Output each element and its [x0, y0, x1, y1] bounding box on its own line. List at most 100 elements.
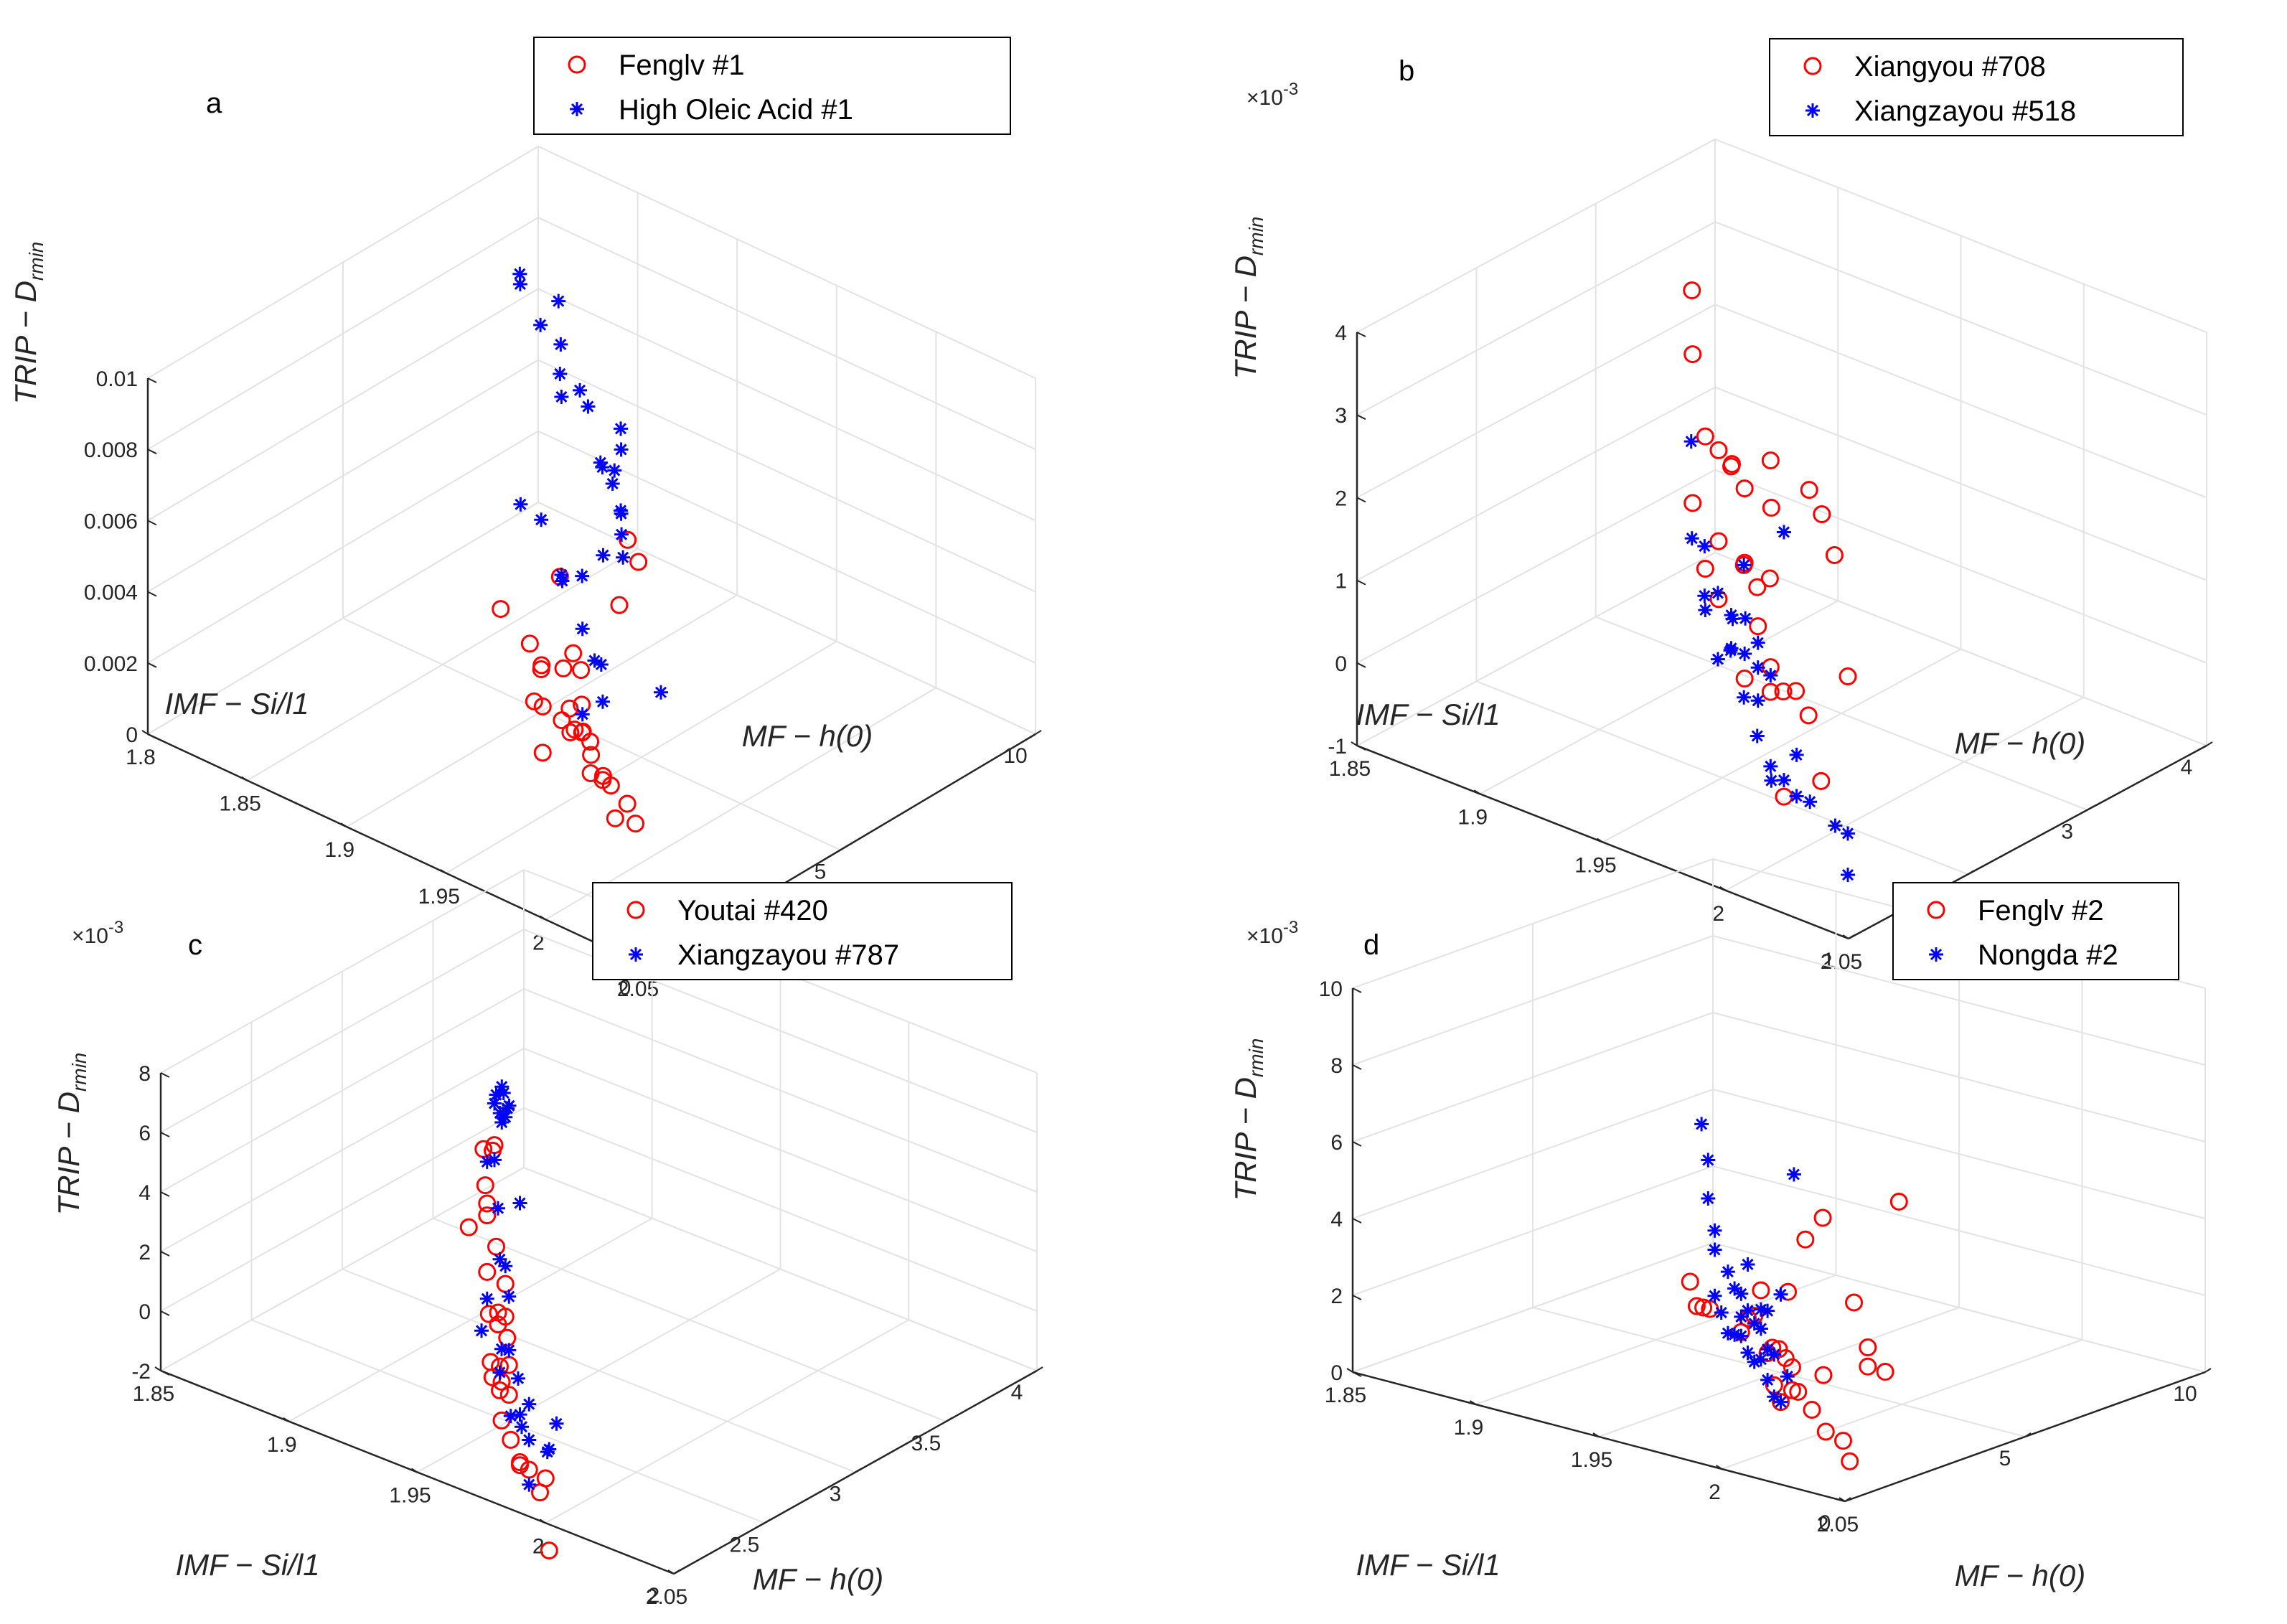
x-tick — [1596, 837, 1604, 843]
data-point-circle — [629, 553, 648, 571]
star-stroke — [488, 1097, 501, 1109]
data-point-circle — [485, 1136, 504, 1155]
star-stroke — [597, 549, 609, 561]
star-stroke — [1790, 748, 1803, 761]
star-stroke — [1699, 590, 1711, 602]
data-point-star — [1707, 1242, 1722, 1257]
z-tick — [147, 733, 157, 739]
data-point-circle — [1762, 499, 1780, 517]
z-axis-label-main: TRIP − D — [9, 281, 42, 404]
grid-line — [342, 1268, 856, 1473]
data-point-circle — [1694, 1298, 1713, 1317]
data-point-circle — [491, 1381, 509, 1399]
data-point-star — [474, 1323, 489, 1338]
exponent-power: -3 — [1283, 80, 1298, 99]
star-stroke — [503, 1099, 515, 1112]
data-point-star — [1753, 1352, 1768, 1367]
grid-a — [147, 146, 1036, 967]
x-tick — [241, 776, 248, 782]
data-point-circle — [1774, 682, 1793, 701]
grid-line — [1352, 1089, 1714, 1219]
data-point-star — [1828, 818, 1843, 833]
star-stroke — [1699, 604, 1711, 616]
data-point-circle — [1749, 617, 1767, 636]
x-tick — [410, 1468, 418, 1473]
data-point-circle — [1783, 1358, 1801, 1376]
grid-line — [160, 929, 525, 1133]
x-tick-label: 2.05 — [646, 1585, 687, 1609]
data-point-circle — [1723, 455, 1742, 474]
data-point-circle — [1859, 1357, 1877, 1376]
z-tick-label: 2 — [1335, 487, 1347, 510]
z-tick-label: 0 — [138, 1300, 151, 1324]
data-point-circle — [511, 1456, 529, 1475]
grid-line — [1356, 552, 1716, 746]
star-stroke — [1765, 774, 1778, 787]
data-point-star — [554, 389, 569, 404]
star-stroke — [1702, 1192, 1714, 1205]
data-point-star — [575, 707, 590, 722]
data-point-star — [573, 382, 588, 398]
data-point-circle — [533, 743, 552, 762]
panel-a: 1.81.851.91.9522.05051000.0020.0040.0060… — [9, 37, 1042, 1001]
data-point-star — [1738, 611, 1753, 626]
data-point-star — [595, 694, 610, 709]
data-point-circle — [1752, 1281, 1770, 1300]
z-tick — [1356, 745, 1366, 751]
star-stroke — [582, 400, 594, 413]
star-stroke — [523, 1434, 535, 1446]
z-exponent: ×10-3 — [1246, 80, 1298, 110]
star-stroke — [1686, 532, 1698, 545]
star-stroke — [1762, 1305, 1774, 1317]
y-tick — [1848, 934, 1855, 939]
data-point-star — [1698, 603, 1713, 618]
grid-line — [523, 988, 1038, 1193]
legend-star-marker — [629, 947, 643, 962]
series-2-d — [1694, 1117, 1801, 1409]
z-tick — [147, 520, 157, 526]
panel-letter: d — [1363, 929, 1379, 961]
data-point-star — [593, 455, 608, 470]
y-tick-label: 2.5 — [730, 1533, 760, 1557]
data-point-star — [1760, 1303, 1775, 1318]
legend-label: Nongda #2 — [1978, 939, 2118, 971]
data-point-circle — [1816, 1422, 1835, 1441]
data-point-star — [1750, 693, 1765, 708]
x-tick-label: 1.95 — [418, 885, 460, 909]
star-stroke — [499, 1111, 512, 1123]
x-tick — [1351, 741, 1358, 746]
grid-line — [1714, 221, 2207, 416]
star-stroke — [1778, 526, 1790, 538]
y-axis-label: IMF − Si/l1 — [1356, 1548, 1500, 1582]
z-tick-label: 6 — [1330, 1131, 1343, 1155]
x-tick — [1473, 789, 1480, 795]
data-point-star — [575, 621, 590, 637]
data-point-circle — [1709, 532, 1728, 550]
star-stroke — [1739, 612, 1752, 624]
z-tick — [1352, 1141, 1362, 1147]
star-stroke — [596, 695, 609, 708]
z-tick-label: 0.006 — [84, 510, 138, 533]
z-tick — [1356, 414, 1366, 421]
z-tick — [160, 1191, 170, 1197]
data-point-circle — [564, 644, 583, 662]
y-tick — [1844, 1497, 1851, 1502]
z-tick — [160, 1370, 170, 1376]
exponent-prefix: ×10 — [1246, 86, 1283, 110]
data-point-star — [1750, 660, 1765, 675]
data-point-star — [522, 1397, 537, 1412]
y-tick-label: 0 — [619, 976, 631, 1000]
data-point-circle — [525, 692, 543, 710]
data-point-star — [1763, 759, 1778, 774]
y-axis-label: IMF − Si/l1 — [175, 1548, 319, 1582]
grid-line — [147, 502, 539, 735]
data-point-star — [1720, 1264, 1735, 1280]
data-point-circle — [561, 723, 580, 742]
data-point-star — [487, 1096, 502, 1111]
grid-line — [1352, 858, 1714, 989]
data-point-star — [553, 337, 568, 352]
data-point-circle — [1696, 427, 1714, 446]
data-point-star — [515, 1419, 529, 1435]
data-point-star — [512, 1407, 527, 1422]
